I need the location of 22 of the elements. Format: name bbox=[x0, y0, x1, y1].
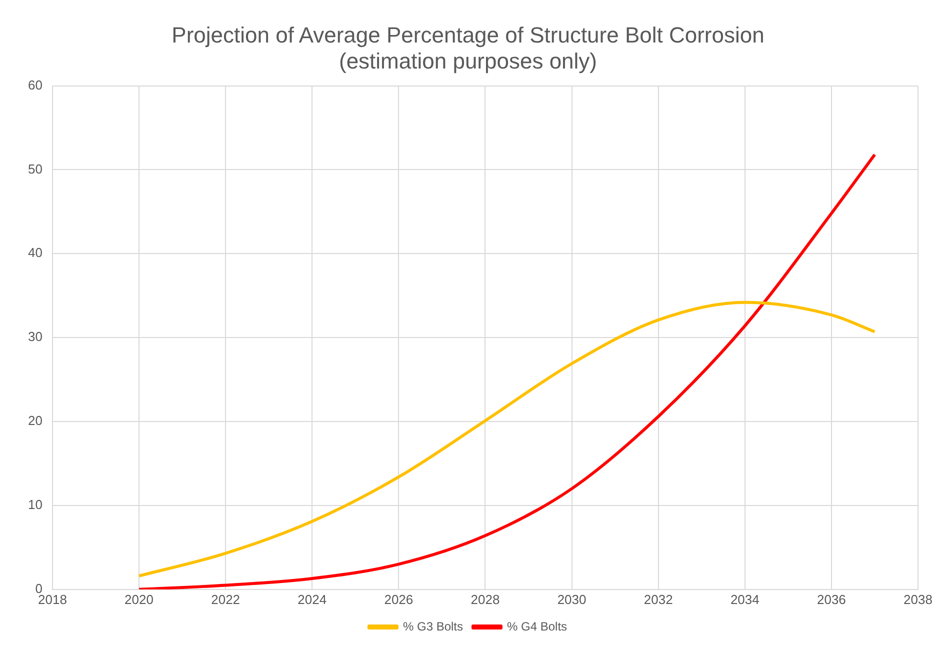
x-tick-label: 2026 bbox=[384, 592, 414, 607]
x-tick-label: 2022 bbox=[211, 592, 240, 607]
text: (estimation purposes only) bbox=[338, 48, 598, 74]
x-tick-label: 2030 bbox=[557, 592, 586, 607]
y-tick-label: 40 bbox=[28, 245, 42, 260]
text: Projection of Average Percentage of Structure Bolt Corrosion bbox=[172, 22, 764, 48]
y-tick-label: 10 bbox=[28, 497, 42, 512]
x-tick-label: 2036 bbox=[816, 592, 846, 607]
x-tick-label: 2038 bbox=[904, 592, 932, 607]
x-tick-label: 2024 bbox=[298, 592, 327, 607]
legend-label: % G4 Bolts bbox=[507, 619, 568, 634]
x-tick-label: 2020 bbox=[124, 592, 154, 607]
line-series bbox=[138, 153, 876, 590]
x-tick-label: 2028 bbox=[470, 592, 500, 607]
line-series bbox=[138, 300, 876, 578]
y-tick-label: 20 bbox=[28, 413, 42, 428]
y-tick-label: 50 bbox=[28, 161, 42, 176]
y-tick-label: 60 bbox=[28, 77, 42, 92]
x-tick-label: 2032 bbox=[644, 592, 673, 607]
x-tick-label: 2034 bbox=[730, 592, 760, 607]
legend-label: % G3 Bolts bbox=[402, 619, 464, 634]
y-tick-label: 30 bbox=[28, 329, 42, 344]
